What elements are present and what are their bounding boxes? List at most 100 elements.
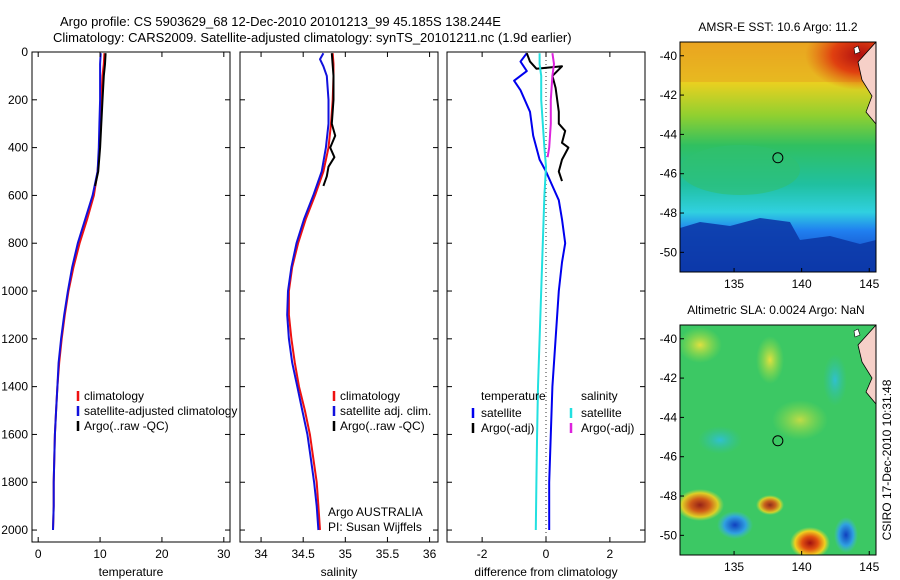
map-y-tick-label-4-3: -46 <box>660 450 678 464</box>
sla-yellow-1 <box>680 327 722 363</box>
legend-entry-2-0-0: satellite <box>481 406 522 420</box>
series-line-2-3 <box>546 53 555 158</box>
figure-title-line2: Climatology: CARS2009. Satellite-adjuste… <box>53 30 572 45</box>
sst-argo-marker <box>772 152 784 164</box>
x-tick-label-1-0: 34 <box>254 547 268 561</box>
map-y-tick-label-4-2: -44 <box>660 410 678 424</box>
legend-entry-0-2: Argo(..raw -QC) <box>84 419 169 433</box>
map-y-tick-label-3-0: -40 <box>660 49 678 63</box>
y-tick-label-2: 400 <box>8 141 28 155</box>
panel-frame-0 <box>31 51 231 543</box>
x-axis-label-1: salinity <box>321 565 358 579</box>
csiro-timestamp: CSIRO 17-Dec-2010 10:31:48 <box>880 379 894 540</box>
sst-map-title: AMSR-E SST: 10.6 Argo: 11.2 <box>698 20 858 34</box>
x-tick-label-2-0: -2 <box>477 547 488 561</box>
legend-group-title-1: salinity <box>581 389 618 403</box>
x-tick-label-2-1: 0 <box>543 547 550 561</box>
sla-island <box>853 328 861 338</box>
series-line-1-1 <box>286 52 330 531</box>
sla-map-title: Altimetric SLA: 0.0024 Argo: NaN <box>687 303 864 317</box>
profile-panel-1: 34 34.5 35 35.5 36 salinity climatologysatelli… <box>239 51 439 579</box>
map-x-tick-label-4-0: 135 <box>724 560 744 574</box>
legend-entry-1-1: satellite adj. clim. <box>340 404 431 418</box>
x-tick-label-1-4: 36 <box>423 547 437 561</box>
y-tick-label-10: 2000 <box>1 523 28 537</box>
map-y-tick-label-3-5: -50 <box>660 245 678 259</box>
y-tick-label-6: 1200 <box>1 332 28 346</box>
y-tick-label-0: 0 <box>21 45 28 59</box>
series-line-1-2 <box>322 53 337 187</box>
profile-panel-2: -2 0 2 difference from climatology temperatu… <box>446 51 646 579</box>
x-tick-label-2-2: 2 <box>607 547 614 561</box>
series-line-2-1 <box>525 52 570 182</box>
x-tick-label-0-2: 20 <box>155 547 169 561</box>
sla-map: Altimetric SLA: 0.0024 Argo: NaN 135 140 1… <box>660 303 880 574</box>
map-x-tick-label-3-0: 135 <box>724 277 744 291</box>
sla-red-3 <box>756 495 784 515</box>
figure-title-line1: Argo profile: CS 5903629_68 12-Dec-2010 … <box>60 14 501 29</box>
legend-entry-2-1-0: satellite <box>581 406 622 420</box>
sla-blue-2 <box>834 517 858 553</box>
sst-map: AMSR-E SST: 10.6 Argo: 11.2 135 140 145 -40… <box>660 20 880 291</box>
sla-red-2 <box>680 489 724 521</box>
map-x-tick-label-3-2: 145 <box>859 277 879 291</box>
sla-cyan-2 <box>823 354 847 406</box>
legend-entry-1-0: climatology <box>340 389 400 403</box>
y-tick-label-4: 800 <box>8 236 28 250</box>
institution-line2: PI: Susan Wijffels <box>328 520 422 534</box>
map-y-tick-label-4-1: -42 <box>660 371 678 385</box>
sla-yellow-3 <box>772 400 828 440</box>
legend-entry-2-0-1: Argo(-adj) <box>481 421 534 435</box>
legend-entry-0-1: satellite-adjusted climatology <box>84 404 237 418</box>
x-tick-label-1-2: 35 <box>339 547 353 561</box>
sst-map-frame <box>679 41 877 273</box>
sla-cyan-1 <box>698 426 742 454</box>
series-line-0-0 <box>52 53 106 531</box>
y-tick-label-5: 1000 <box>1 284 28 298</box>
series-line-0-1 <box>52 53 102 531</box>
map-y-tick-label-3-4: -48 <box>660 206 678 220</box>
x-axis-label-0: temperature <box>99 565 164 579</box>
y-tick-label-8: 1600 <box>1 427 28 441</box>
y-tick-label-7: 1400 <box>1 380 28 394</box>
sst-map-ticks: 135 140 145 -40 -42 -44 -46 -48 -50 <box>660 49 880 291</box>
series-line-0-2 <box>94 53 107 187</box>
sst-green-patch <box>680 145 800 195</box>
legend-entry-0-0: climatology <box>84 389 144 403</box>
sla-argo-marker <box>772 435 784 447</box>
x-tick-label-0-3: 30 <box>217 547 231 561</box>
sla-red-1 <box>790 527 830 555</box>
panel-frame-1 <box>239 51 439 543</box>
x-tick-label-1-3: 35.5 <box>376 547 400 561</box>
x-tick-label-0-0: 0 <box>35 547 42 561</box>
legend-entry-2-1-1: Argo(-adj) <box>581 421 634 435</box>
series-line-2-2 <box>534 53 547 531</box>
sla-map-frame <box>679 324 877 556</box>
map-y-tick-label-4-4: -48 <box>660 489 678 503</box>
y-tick-label-3: 600 <box>8 188 28 202</box>
map-x-tick-label-4-2: 145 <box>859 560 879 574</box>
map-x-tick-label-3-1: 140 <box>792 277 812 291</box>
map-y-tick-label-3-3: -46 <box>660 167 678 181</box>
sst-warm-core <box>805 42 876 90</box>
institution-line1: Argo AUSTRALIA <box>328 505 423 519</box>
map-y-tick-label-4-5: -50 <box>660 528 678 542</box>
sla-map-ticks: 135 140 145 -40 -42 -44 -46 -48 -50 <box>660 332 880 574</box>
map-x-tick-label-4-1: 140 <box>792 560 812 574</box>
sst-coastline <box>857 42 876 125</box>
x-tick-label-1-1: 34.5 <box>292 547 316 561</box>
profile-panel-0: 0 10 20 30 0 200 400 600 800 1000 1200 1400 1600 1800… <box>1 45 237 579</box>
y-tick-label-1: 200 <box>8 93 28 107</box>
sst-cold-region <box>680 218 876 272</box>
map-y-tick-label-3-2: -44 <box>660 127 678 141</box>
x-axis-label-2: difference from climatology <box>474 565 617 579</box>
x-tick-label-0-1: 10 <box>93 547 107 561</box>
y-tick-label-9: 1800 <box>1 475 28 489</box>
legend-entry-1-2: Argo(..raw -QC) <box>340 419 425 433</box>
sla-blue-1 <box>717 511 753 539</box>
series-line-2-0 <box>513 52 567 530</box>
sla-coastline <box>857 325 876 405</box>
map-y-tick-label-3-1: -42 <box>660 88 678 102</box>
sla-yellow-2 <box>756 336 784 384</box>
